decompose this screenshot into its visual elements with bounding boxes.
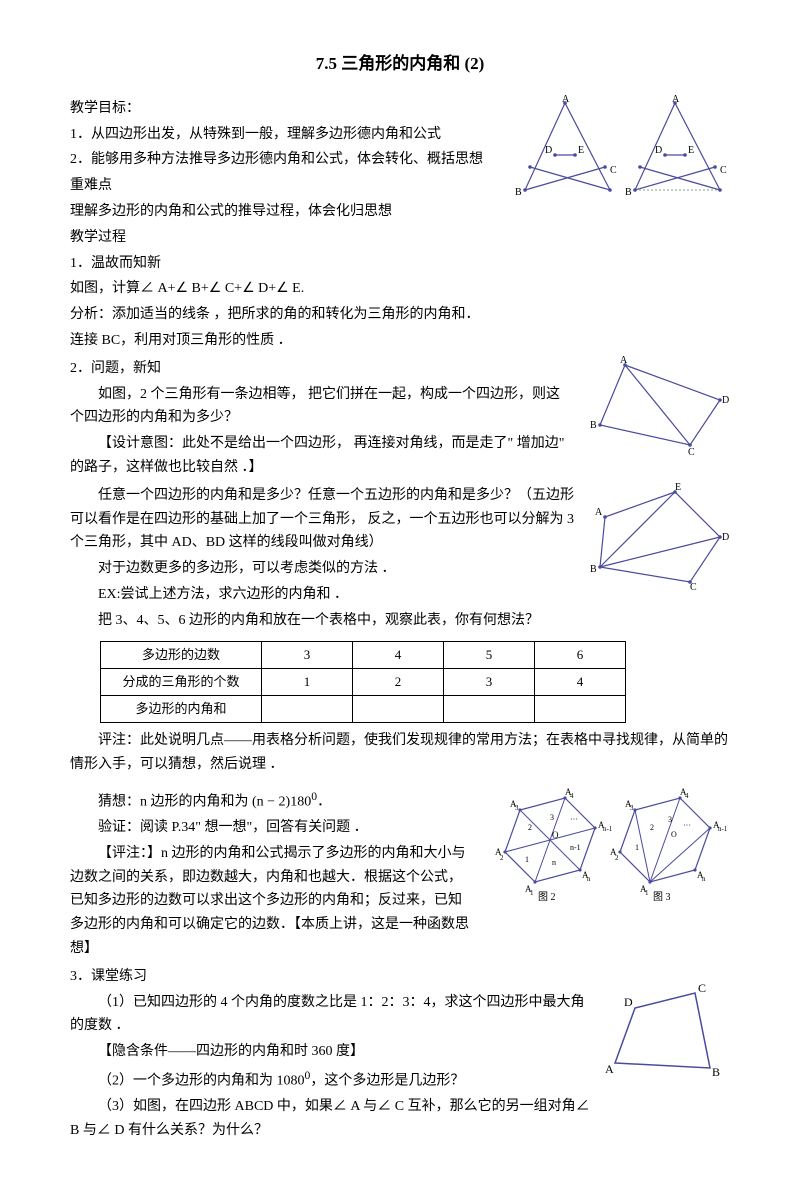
svg-text:C: C (720, 165, 727, 176)
svg-text:D: D (545, 145, 552, 156)
svg-text:C: C (688, 447, 695, 455)
process-heading: 教学过程 (70, 226, 730, 250)
table-row: 多边形的内角和 (101, 695, 626, 722)
s1-line1: 如图，计算∠ A+∠ B+∠ C+∠ D+∠ E. (70, 277, 730, 301)
after-table-note: 评注：此处说明几点——用表格分析问题，使我们发现规律的常用方法；在表格中寻找规律… (70, 729, 730, 777)
svg-text:图 3: 图 3 (653, 891, 671, 903)
svg-text:B: B (712, 1065, 720, 1078)
svg-text:E: E (578, 145, 584, 156)
svg-text:3: 3 (550, 813, 554, 822)
table-cell (353, 695, 444, 722)
svg-text:B: B (515, 187, 522, 198)
fig-pentagon: A E D C B (590, 482, 730, 601)
table-cell: 多边形的边数 (101, 641, 262, 668)
s3-line1: （1）已知四边形的 4 个内角的度数之比是 1：2：3：4，求这个四边形中最大角… (70, 991, 590, 1039)
svg-text:B: B (590, 564, 597, 575)
table-cell: 3 (262, 641, 353, 668)
s2-line4: 对于边数更多的多边形，可以考虑类似的方法 ． (70, 557, 590, 581)
svg-text:2: 2 (615, 854, 619, 862)
table-cell: 1 (262, 668, 353, 695)
fig-quad-abcd: A B C D (600, 978, 730, 1087)
svg-text:A: A (605, 1062, 614, 1076)
s1-line2: 分析：添加适当的线条 ，把所求的角的和转化为三角形的内角和． (70, 303, 730, 327)
svg-text:n-1: n-1 (570, 843, 581, 852)
svg-text:2: 2 (650, 823, 654, 832)
svg-text:A: A (562, 95, 570, 105)
table-cell: 分成的三角形的个数 (101, 668, 262, 695)
svg-text:C: C (698, 981, 706, 995)
svg-text:1: 1 (645, 889, 649, 897)
svg-text:E: E (688, 145, 694, 156)
table-cell: 6 (535, 641, 626, 668)
svg-text:n: n (552, 858, 556, 867)
polygon-table: 多边形的边数 3 4 5 6 分成的三角形的个数 1 2 3 4 多边形的内角和 (100, 641, 626, 723)
table-row: 分成的三角形的个数 1 2 3 4 (101, 668, 626, 695)
svg-text:4: 4 (685, 792, 689, 800)
svg-text:n: n (702, 875, 706, 883)
s2-line2: 【设计意图：此处不是给出一个四边形， 再连接对角线，而是走了" 增加边" 的路子… (70, 432, 570, 480)
svg-text:B: B (625, 187, 632, 198)
svg-text:D: D (722, 532, 729, 543)
svg-text:C: C (610, 165, 617, 176)
svg-text:3: 3 (668, 815, 672, 824)
svg-text:E: E (675, 482, 681, 493)
table-cell: 4 (535, 668, 626, 695)
page-title: 7.5 三角形的内角和 (2) (70, 50, 730, 79)
note-line: 【评注：】n 边形的内角和公式揭示了多边形的内角和大小与边数之间的关系，即边数越… (70, 842, 470, 961)
svg-text:1: 1 (635, 843, 639, 852)
svg-text:n: n (587, 875, 591, 883)
s2-line6: 把 3、4、5、6 边形的内角和放在一个表格中，观察此表，你有何想法？ (70, 609, 590, 633)
table-row: 多边形的边数 3 4 5 6 (101, 641, 626, 668)
fig-hexagons: A2 A3 A4 An-1 An A1 O 1 2 3 ··· n-1 n (490, 785, 730, 914)
section-1-heading: 1．温故而知新 (70, 252, 730, 276)
svg-text:3: 3 (630, 804, 634, 812)
svg-text:D: D (624, 995, 633, 1009)
s3-line4: （3）如图，在四边形 ABCD 中，如果∠ A 与∠ C 互补，那么它的另一组对… (70, 1095, 590, 1143)
svg-text:图 2: 图 2 (538, 891, 556, 903)
svg-text:D: D (722, 395, 729, 406)
svg-text:n-1: n-1 (603, 825, 613, 833)
table-cell: 2 (353, 668, 444, 695)
s2-line5: EX:尝试上述方法，求六边形的内角和 ． (70, 583, 590, 607)
table-cell (444, 695, 535, 722)
svg-text:2: 2 (500, 854, 504, 862)
svg-text:4: 4 (570, 792, 574, 800)
svg-text:···: ··· (683, 821, 691, 830)
svg-text:2: 2 (528, 823, 532, 832)
table-cell: 3 (444, 668, 535, 695)
table-cell (535, 695, 626, 722)
svg-text:A: A (620, 355, 628, 366)
svg-text:C: C (690, 582, 697, 592)
svg-text:O: O (552, 830, 559, 840)
svg-text:3: 3 (515, 804, 519, 812)
s2-line1: 如图，2 个三角形有一条边相等， 把它们拼在一起，构成一个四边形，则这个四边形的… (70, 383, 570, 431)
fig-star-pair: A B C D E A B C D E (510, 95, 730, 214)
table-cell (262, 695, 353, 722)
svg-text:1: 1 (530, 889, 534, 897)
svg-text:B: B (590, 420, 597, 431)
svg-text:n-1: n-1 (718, 825, 728, 833)
svg-text:···: ··· (570, 815, 578, 824)
table-cell: 4 (353, 641, 444, 668)
svg-text:D: D (655, 145, 662, 156)
svg-text:1: 1 (525, 855, 529, 864)
svg-text:O: O (671, 830, 677, 839)
table-cell: 5 (444, 641, 535, 668)
fig-quad: A D C B (590, 355, 730, 464)
s2-line3: 任意一个四边形的内角和是多少？任意一个五边形的内角和是多少？（五边形可以看作是在… (70, 484, 590, 555)
s1-line3: 连接 BC，利用对顶三角形的性质 ． (70, 329, 730, 353)
table-cell: 多边形的内角和 (101, 695, 262, 722)
svg-text:A: A (672, 95, 680, 105)
svg-text:A: A (595, 507, 603, 518)
